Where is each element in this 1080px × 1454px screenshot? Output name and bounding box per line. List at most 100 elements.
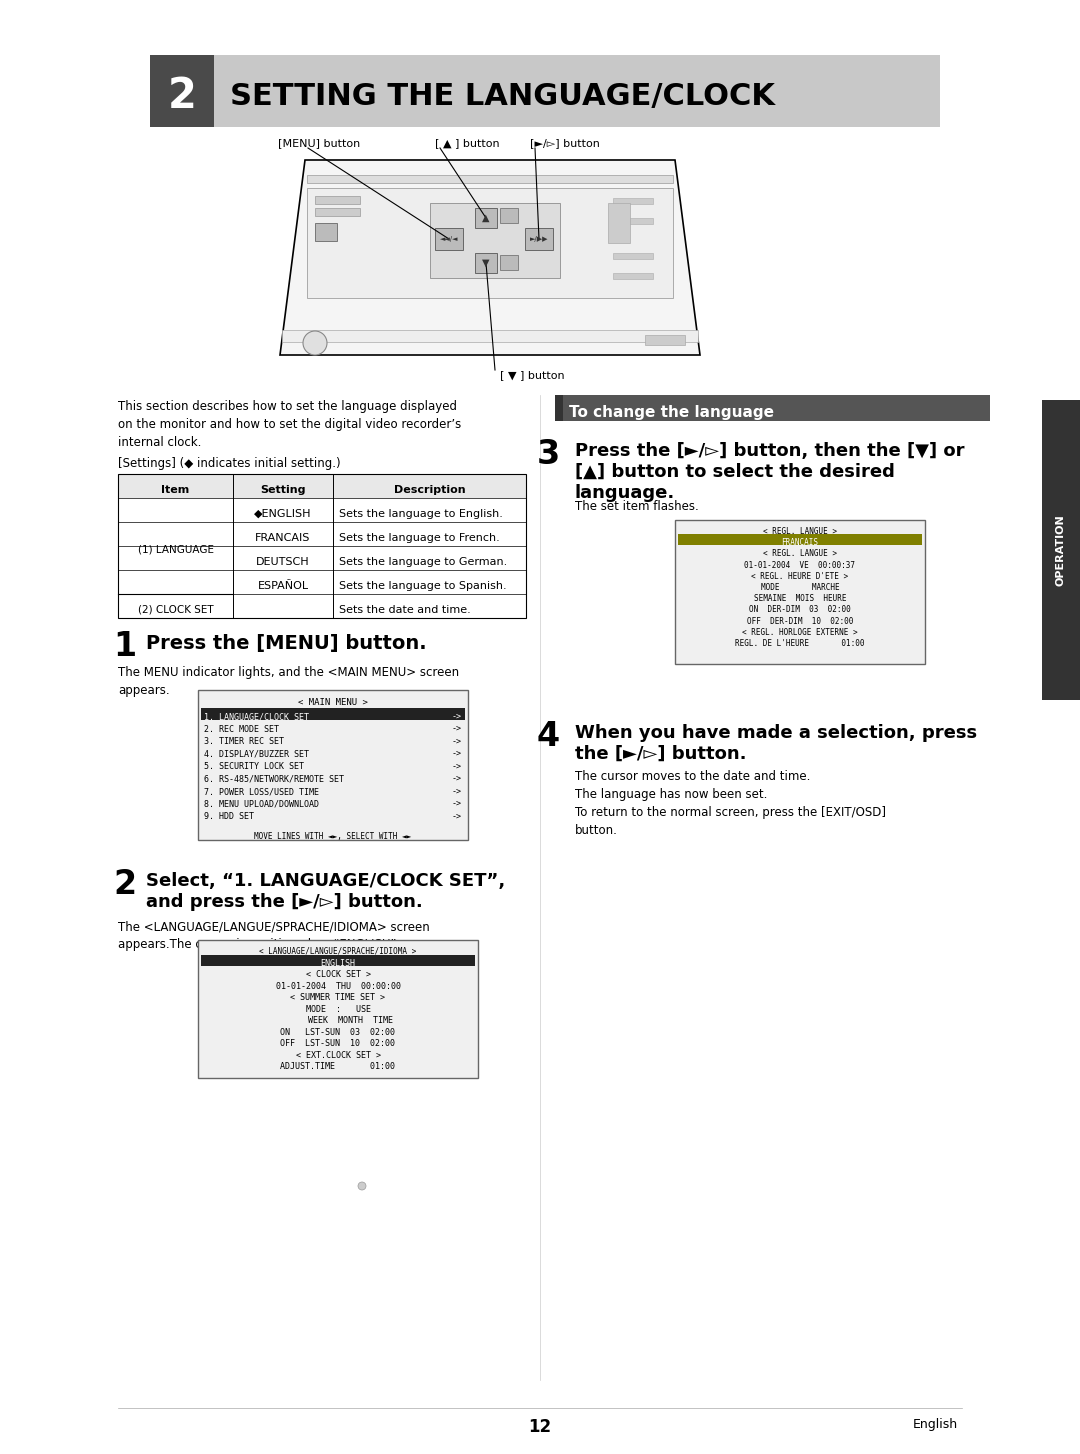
Text: English: English bbox=[913, 1418, 958, 1431]
Text: 2. REC MODE SET: 2. REC MODE SET bbox=[204, 724, 279, 734]
Text: < MAIN MENU >: < MAIN MENU > bbox=[298, 698, 368, 707]
Bar bbox=[608, 204, 630, 243]
Text: WEEK  MONTH  TIME: WEEK MONTH TIME bbox=[283, 1016, 393, 1025]
Text: 9. HDD SET: 9. HDD SET bbox=[204, 813, 254, 822]
Text: ON  DER-DIM  03  02:00: ON DER-DIM 03 02:00 bbox=[750, 605, 851, 615]
Bar bbox=[613, 218, 653, 224]
Text: Sets the language to German.: Sets the language to German. bbox=[339, 557, 508, 567]
Bar bbox=[555, 395, 990, 422]
Text: [►/▻] button: [►/▻] button bbox=[530, 138, 599, 148]
Bar bbox=[525, 228, 553, 250]
Text: Sets the language to French.: Sets the language to French. bbox=[339, 534, 500, 542]
Bar bbox=[201, 954, 475, 965]
Text: Sets the language to English.: Sets the language to English. bbox=[339, 509, 503, 519]
Text: ->: -> bbox=[453, 800, 462, 808]
Text: (2) CLOCK SET: (2) CLOCK SET bbox=[137, 605, 214, 615]
Text: Item: Item bbox=[161, 486, 190, 494]
Bar bbox=[500, 208, 518, 222]
Text: FRANCAIS: FRANCAIS bbox=[255, 534, 311, 542]
Polygon shape bbox=[280, 160, 700, 355]
Text: MODE  :   USE: MODE : USE bbox=[306, 1005, 370, 1013]
Text: < SUMMER TIME SET >: < SUMMER TIME SET > bbox=[291, 993, 386, 1002]
Text: ►/▶▶: ►/▶▶ bbox=[530, 236, 549, 241]
Bar bbox=[475, 208, 497, 228]
Bar bbox=[500, 254, 518, 270]
Bar bbox=[307, 188, 673, 298]
Text: [ ▲ ] button: [ ▲ ] button bbox=[435, 138, 500, 148]
Bar bbox=[282, 330, 698, 342]
Text: ◄◄/◄: ◄◄/◄ bbox=[440, 236, 458, 241]
Bar bbox=[307, 174, 673, 183]
Text: ->: -> bbox=[453, 813, 462, 822]
Bar bbox=[435, 228, 463, 250]
Text: < LANGUAGE/LANGUE/SPRACHE/IDIOMA >: < LANGUAGE/LANGUE/SPRACHE/IDIOMA > bbox=[259, 947, 417, 955]
Text: ->: -> bbox=[453, 737, 462, 746]
Text: 01-01-2004  THU  00:00:00: 01-01-2004 THU 00:00:00 bbox=[275, 981, 401, 990]
Bar bbox=[613, 198, 653, 204]
Circle shape bbox=[303, 332, 327, 355]
Text: OPERATION: OPERATION bbox=[1056, 515, 1066, 586]
Text: ◆ENGLISH: ◆ENGLISH bbox=[254, 509, 312, 519]
Bar bbox=[315, 208, 360, 217]
Bar bbox=[201, 708, 465, 720]
Text: 4. DISPLAY/BUZZER SET: 4. DISPLAY/BUZZER SET bbox=[204, 750, 309, 759]
Circle shape bbox=[357, 1182, 366, 1189]
Bar bbox=[150, 55, 940, 126]
Text: ->: -> bbox=[453, 762, 462, 771]
Text: 3. TIMER REC SET: 3. TIMER REC SET bbox=[204, 737, 284, 746]
Text: Select, “1. LANGUAGE/CLOCK SET”,
and press the [►/▻] button.: Select, “1. LANGUAGE/CLOCK SET”, and pre… bbox=[146, 872, 505, 910]
Text: ENGLISH: ENGLISH bbox=[321, 958, 355, 968]
Bar bbox=[678, 534, 922, 545]
Text: The MENU indicator lights, and the <MAIN MENU> screen
appears.: The MENU indicator lights, and the <MAIN… bbox=[118, 666, 459, 696]
Text: To change the language: To change the language bbox=[569, 406, 774, 420]
Bar bbox=[555, 395, 563, 422]
Text: 01-01-2004  VE  00:00:37: 01-01-2004 VE 00:00:37 bbox=[744, 561, 855, 570]
Bar bbox=[430, 204, 561, 278]
Text: The cursor moves to the date and time.
The language has now been set.
To return : The cursor moves to the date and time. T… bbox=[575, 771, 886, 838]
Text: ESPAÑOL: ESPAÑOL bbox=[257, 582, 309, 590]
Text: [ ▼ ] button: [ ▼ ] button bbox=[500, 369, 565, 379]
Text: The <LANGUAGE/LANGUE/SPRACHE/IDIOMA> screen
appears.The cursor is positioned on : The <LANGUAGE/LANGUE/SPRACHE/IDIOMA> scr… bbox=[118, 920, 430, 951]
Bar bbox=[645, 334, 685, 345]
Text: 2: 2 bbox=[113, 868, 136, 901]
Text: [Settings] (◆ indicates initial setting.): [Settings] (◆ indicates initial setting.… bbox=[118, 457, 340, 470]
Text: < REGL. LANGUE >: < REGL. LANGUE > bbox=[762, 550, 837, 558]
Text: FRANCAIS: FRANCAIS bbox=[782, 538, 819, 547]
Bar bbox=[315, 196, 360, 204]
Text: 3: 3 bbox=[537, 438, 561, 471]
Text: SEMAINE  MOIS  HEURE: SEMAINE MOIS HEURE bbox=[754, 595, 847, 603]
Text: < EXT.CLOCK SET >: < EXT.CLOCK SET > bbox=[296, 1051, 380, 1060]
Text: Sets the language to Spanish.: Sets the language to Spanish. bbox=[339, 582, 507, 590]
Text: 5. SECURITY LOCK SET: 5. SECURITY LOCK SET bbox=[204, 762, 303, 771]
Text: Description: Description bbox=[394, 486, 465, 494]
Bar bbox=[118, 474, 526, 618]
Text: ->: -> bbox=[453, 712, 462, 721]
Text: ▲: ▲ bbox=[483, 212, 489, 222]
Text: [MENU] button: [MENU] button bbox=[278, 138, 361, 148]
Text: The set item flashes.: The set item flashes. bbox=[575, 500, 699, 513]
Text: ADJUST.TIME       01:00: ADJUST.TIME 01:00 bbox=[281, 1063, 395, 1072]
Text: ->: -> bbox=[453, 787, 462, 797]
Text: MOVE LINES WITH ◄►, SELECT WITH ◄►: MOVE LINES WITH ◄►, SELECT WITH ◄► bbox=[255, 833, 411, 842]
Text: 8. MENU UPLOAD/DOWNLOAD: 8. MENU UPLOAD/DOWNLOAD bbox=[204, 800, 319, 808]
Text: DEUTSCH: DEUTSCH bbox=[256, 557, 310, 567]
Text: (1) LANGUAGE: (1) LANGUAGE bbox=[137, 545, 214, 555]
Text: 7. POWER LOSS/USED TIME: 7. POWER LOSS/USED TIME bbox=[204, 787, 319, 797]
Text: OFF  DER-DIM  10  02:00: OFF DER-DIM 10 02:00 bbox=[746, 616, 853, 625]
Text: < REGL. HEURE D'ETE >: < REGL. HEURE D'ETE > bbox=[752, 571, 849, 582]
Bar bbox=[198, 691, 468, 840]
Text: ->: -> bbox=[453, 775, 462, 784]
Text: OFF  LST-SUN  10  02:00: OFF LST-SUN 10 02:00 bbox=[281, 1040, 395, 1048]
Text: 1. LANGUAGE/CLOCK SET: 1. LANGUAGE/CLOCK SET bbox=[204, 712, 309, 721]
Text: 1: 1 bbox=[113, 630, 136, 663]
Text: < CLOCK SET >: < CLOCK SET > bbox=[306, 970, 370, 979]
Text: 2: 2 bbox=[167, 76, 197, 116]
Bar bbox=[1042, 400, 1080, 699]
Text: ->: -> bbox=[453, 750, 462, 759]
Text: When you have made a selection, press
the [►/▻] button.: When you have made a selection, press th… bbox=[575, 724, 977, 763]
Bar bbox=[198, 939, 478, 1077]
Text: ->: -> bbox=[453, 724, 462, 734]
Bar bbox=[118, 474, 526, 499]
Bar bbox=[613, 253, 653, 259]
Text: 4: 4 bbox=[537, 720, 561, 753]
